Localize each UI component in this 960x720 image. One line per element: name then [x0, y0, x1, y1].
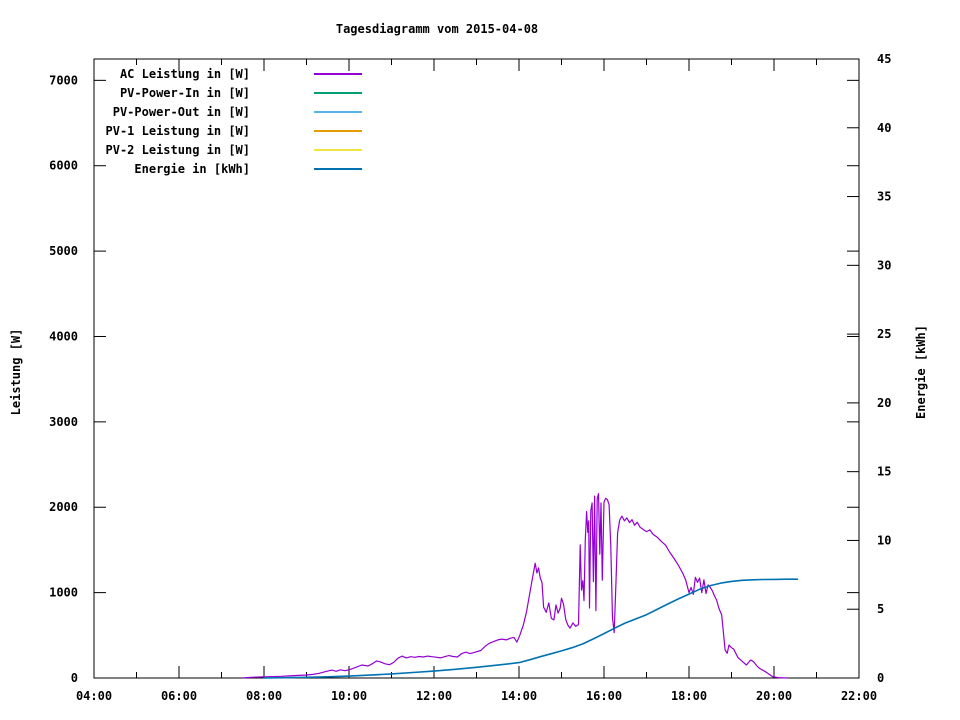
- legend-label: PV-2 Leistung in [W]: [105, 142, 251, 157]
- y-left-tick-label: 3000: [49, 415, 78, 429]
- chart-title: Tagesdiagramm vom 2015-04-08: [335, 22, 539, 36]
- series-line-ac-leistung-in-w-: [242, 493, 788, 679]
- legend-label: Energie in [kWh]: [134, 161, 250, 176]
- x-tick-label: 20:00: [756, 689, 792, 703]
- y-left-tick-label: 4000: [49, 329, 78, 343]
- legend-line-swatch: [314, 148, 362, 151]
- legend-item: PV-2 Leistung in [W]: [0, 140, 362, 159]
- legend-item: PV-Power-In in [W]: [0, 83, 362, 102]
- x-tick-label: 08:00: [246, 689, 282, 703]
- x-tick-label: 06:00: [161, 689, 197, 703]
- legend-label: PV-Power-Out in [W]: [112, 104, 250, 119]
- y-left-tick-label: 5000: [49, 244, 78, 258]
- y-right-tick-label: 20: [877, 396, 891, 410]
- legend-line-swatch: [314, 72, 362, 75]
- legend-item: AC Leistung in [W]: [0, 64, 362, 83]
- x-tick-label: 12:00: [416, 689, 452, 703]
- y-right-tick-label: 45: [877, 52, 891, 66]
- x-tick-label: 18:00: [671, 689, 707, 703]
- x-tick-label: 14:00: [501, 689, 537, 703]
- x-tick-label: 22:00: [841, 689, 877, 703]
- legend-line-swatch: [314, 91, 362, 94]
- y-right-tick-label: 35: [877, 190, 891, 204]
- legend-item: PV-Power-Out in [W]: [0, 102, 362, 121]
- y-right-tick-label: 0: [877, 671, 884, 685]
- legend-line-swatch: [314, 129, 362, 132]
- x-tick-label: 16:00: [586, 689, 622, 703]
- legend-item: PV-1 Leistung in [W]: [0, 121, 362, 140]
- y-right-tick-label: 15: [877, 465, 891, 479]
- y-left-tick-label: 0: [71, 671, 78, 685]
- legend-label: PV-1 Leistung in [W]: [105, 123, 251, 138]
- y-left-tick-label: 6000: [49, 159, 78, 173]
- y-right-tick-label: 5: [877, 602, 884, 616]
- chart-legend: AC Leistung in [W] PV-Power-In in [W] PV…: [0, 64, 362, 178]
- series-line-energie-in-kwh-: [263, 578, 799, 679]
- y-right-tick-label: 40: [877, 121, 891, 135]
- x-tick-label: 10:00: [331, 689, 367, 703]
- y-right-tick-label: 10: [877, 533, 891, 547]
- legend-item: Energie in [kWh]: [0, 159, 362, 178]
- y-right-tick-label: 25: [877, 327, 891, 341]
- y-right-tick-label: 30: [877, 258, 891, 272]
- y-left-tick-label: 2000: [49, 500, 78, 514]
- y-left-tick-label: 7000: [49, 73, 78, 87]
- y-left-tick-label: 1000: [49, 586, 78, 600]
- legend-label: AC Leistung in [W]: [119, 66, 250, 81]
- legend-line-swatch: [314, 110, 362, 113]
- legend-label: PV-Power-In in [W]: [119, 85, 250, 100]
- legend-line-swatch: [314, 167, 362, 170]
- x-tick-label: 04:00: [76, 689, 112, 703]
